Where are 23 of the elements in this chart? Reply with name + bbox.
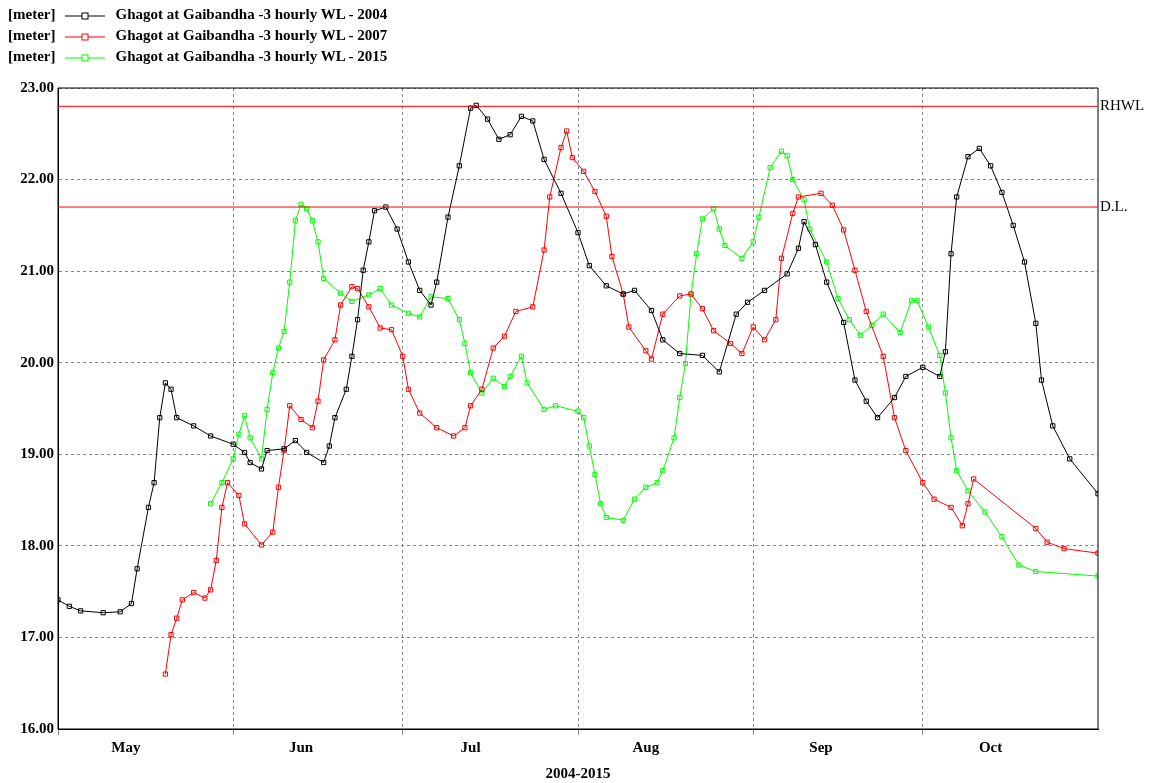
y-tick-label: 21.00 xyxy=(20,262,54,279)
y-tick-label: 18.00 xyxy=(20,536,54,553)
ref-line-label: RHWL xyxy=(1100,97,1145,114)
text: [meter] xyxy=(8,27,56,43)
y-tick-label: 19.00 xyxy=(20,445,54,462)
legend-label: Ghagot at Gaibandha -3 hourly WL - 2004 xyxy=(115,6,388,22)
x-tick-label: Sep xyxy=(809,738,833,755)
y-tick-label: 22.00 xyxy=(20,170,54,187)
x-tick-label: Aug xyxy=(632,738,660,755)
x-tick-label: May xyxy=(111,738,141,755)
x-tick-label: Jul xyxy=(460,738,481,755)
x-tick-label: Jun xyxy=(288,738,314,755)
text: [meter] xyxy=(8,6,56,22)
x-axis-title: 2004-2015 xyxy=(545,764,611,781)
legend-label: Ghagot at Gaibandha -3 hourly WL - 2015 xyxy=(115,48,388,64)
legend-label: Ghagot at Gaibandha -3 hourly WL - 2007 xyxy=(115,27,388,43)
x-tick-label: Oct xyxy=(978,738,1003,755)
y-tick-label: 16.00 xyxy=(20,719,54,736)
y-axis-title: [meter] xyxy=(8,48,56,64)
y-tick-label: 20.00 xyxy=(20,353,54,370)
y-tick-label: 17.00 xyxy=(20,628,54,645)
y-tick-label: 23.00 xyxy=(20,78,54,95)
ref-line-label: D.L. xyxy=(1100,197,1128,214)
